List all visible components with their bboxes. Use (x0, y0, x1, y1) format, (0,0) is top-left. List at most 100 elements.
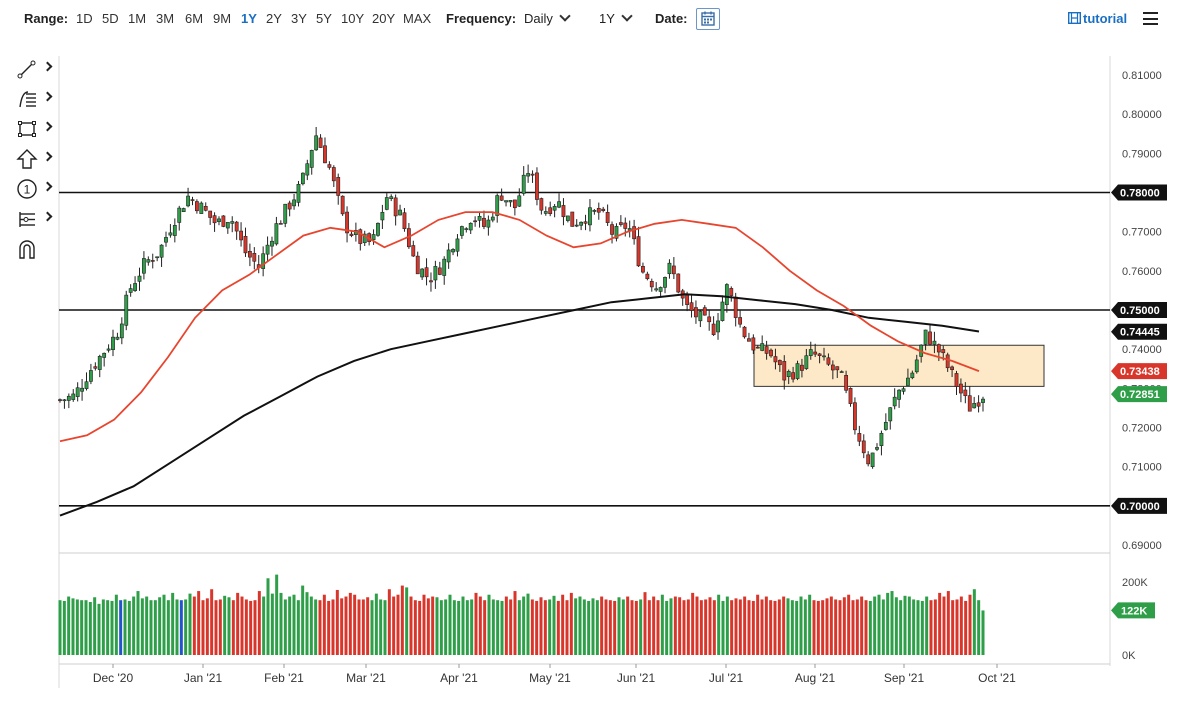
bearish-candle (561, 205, 566, 218)
volume-bar (582, 599, 586, 655)
hamburger-menu-icon[interactable] (1143, 12, 1158, 25)
volume-bar (600, 596, 604, 655)
volume-bar (522, 596, 526, 655)
range-3y-button[interactable]: 3Y (291, 11, 307, 26)
pattern-tool[interactable] (16, 208, 53, 230)
volume-bar (88, 602, 92, 655)
period-select[interactable]: 1Y (599, 10, 633, 26)
bullish-candle (177, 207, 182, 223)
volume-bar (725, 596, 729, 655)
volume-bar (912, 599, 916, 655)
bullish-candle (133, 283, 137, 291)
bearish-candle (150, 260, 155, 262)
bullish-candle (698, 311, 703, 322)
volume-bar (266, 578, 270, 655)
bearish-candle (530, 173, 535, 176)
bullish-candle (142, 258, 146, 274)
volume-bar (270, 593, 274, 655)
volume-bar (933, 599, 937, 655)
volume-bar (288, 596, 292, 655)
volume-bar (591, 598, 595, 655)
volume-bar (682, 600, 686, 655)
volume-bar (231, 600, 235, 655)
volume-bar (946, 591, 950, 655)
bearish-candle (252, 252, 257, 262)
volume-bar (604, 599, 608, 655)
annotation-tool[interactable]: 1 (16, 178, 53, 200)
range-5y-button[interactable]: 5Y (316, 11, 332, 26)
range-3m-button[interactable]: 3M (156, 11, 175, 26)
volume-bar (799, 596, 803, 655)
x-tick-label: Apr '21 (440, 671, 478, 685)
range-1y-button[interactable]: 1Y (241, 11, 257, 26)
volume-bar (747, 600, 751, 655)
price-marker (1111, 386, 1167, 403)
rectangle-tool[interactable] (16, 118, 53, 140)
bullish-candle (663, 276, 667, 288)
bearish-candle (203, 205, 208, 211)
range-10y-button[interactable]: 10Y (341, 11, 365, 26)
range-1m-button[interactable]: 1M (128, 11, 147, 26)
volume-bar (418, 600, 422, 655)
volume-bar (214, 600, 218, 655)
bullish-candle (557, 201, 561, 208)
range-9m-button[interactable]: 9M (213, 11, 232, 26)
chevron-right-icon (42, 211, 53, 222)
magnet-tool[interactable] (16, 238, 52, 260)
volume-bar (712, 600, 716, 655)
x-tick-label: Jun '21 (617, 671, 656, 685)
range-max-button[interactable]: MAX (403, 11, 432, 26)
bearish-candle (645, 273, 650, 280)
volume-bar (756, 594, 760, 655)
moving-average-long-line (59, 293, 980, 517)
volume-bar (708, 597, 712, 655)
volume-bar (864, 600, 868, 655)
volume-tick-label: 200K (1122, 577, 1148, 589)
volume-bar (773, 600, 777, 655)
fibonacci-tool[interactable] (16, 88, 53, 110)
volume-bar (188, 593, 192, 655)
range-20y-button[interactable]: 20Y (372, 11, 396, 26)
volume-bar (101, 599, 105, 655)
volume-bar (955, 599, 959, 655)
volume-bar (660, 594, 664, 655)
bullish-candle (795, 363, 800, 379)
bearish-candle (429, 280, 433, 283)
bullish-candle (181, 208, 186, 212)
bearish-candle (331, 167, 336, 182)
volume-bar (93, 597, 97, 655)
bullish-candle (822, 355, 826, 358)
bullish-candle (504, 200, 508, 203)
volume-bar (366, 597, 370, 655)
volume-bar (149, 600, 153, 655)
bullish-candle (71, 393, 76, 400)
bearish-candle (694, 307, 698, 318)
bullish-candle (760, 343, 765, 351)
frequency-select[interactable]: Daily (524, 10, 571, 26)
range-6m-button[interactable]: 6M (185, 11, 204, 26)
arrow-tool[interactable] (16, 148, 53, 170)
volume-bar (686, 599, 690, 655)
range-5d-button[interactable]: 5D (102, 11, 119, 26)
bullish-candle (914, 359, 919, 373)
bullish-candle (883, 421, 888, 430)
volume-bar (136, 591, 140, 655)
calendar-button[interactable] (696, 8, 720, 30)
bullish-candle (543, 211, 548, 214)
bullish-candle (923, 329, 928, 345)
bearish-candle (256, 264, 261, 269)
range-1d-button[interactable]: 1D (76, 11, 93, 26)
tutorial-link[interactable]: tutorial (1067, 11, 1127, 26)
volume-bar (387, 589, 391, 655)
volume-bar (764, 596, 768, 655)
volume-bar (565, 600, 569, 655)
volume-bar (140, 598, 144, 655)
volume-bar (630, 600, 634, 655)
bullish-candle (870, 452, 875, 467)
price-marker (1111, 497, 1167, 514)
trendline-tool[interactable] (16, 58, 53, 80)
range-2y-button[interactable]: 2Y (266, 11, 282, 26)
bullish-candle (906, 377, 910, 386)
volume-bar (656, 600, 660, 655)
bearish-candle (349, 233, 354, 236)
